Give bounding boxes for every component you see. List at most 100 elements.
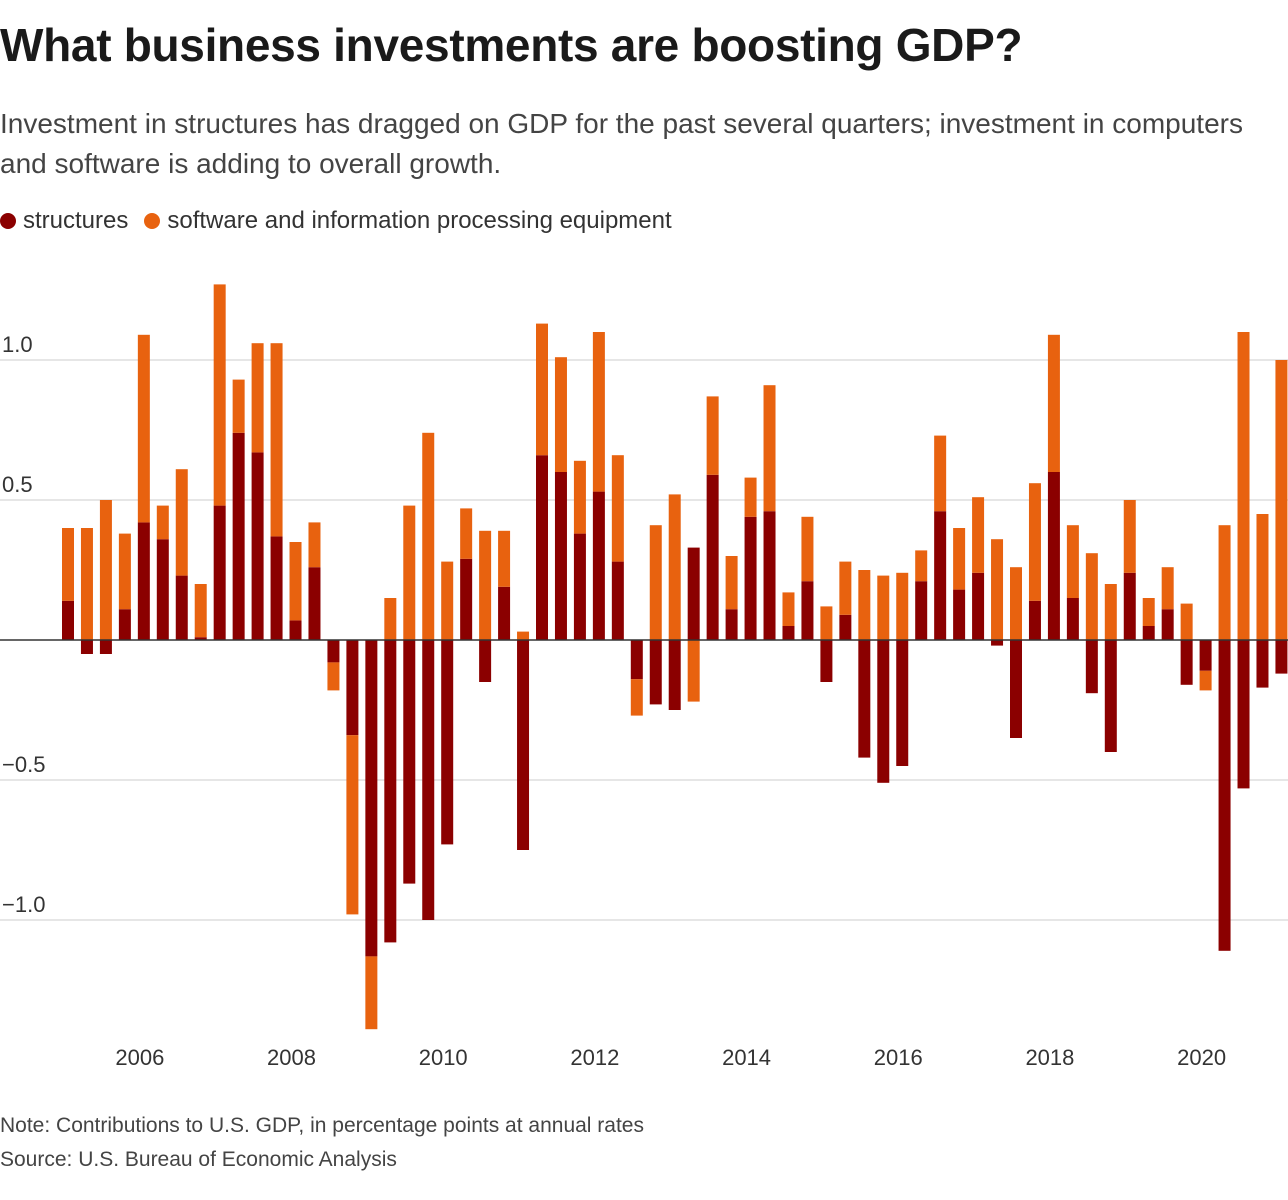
- bar-software: [194, 584, 207, 638]
- bar-software: [536, 323, 548, 456]
- bar-structures: [232, 432, 245, 640]
- bar-software: [213, 284, 226, 506]
- bar-software: [953, 528, 966, 590]
- bar-software: [858, 570, 871, 640]
- bar-software: [403, 505, 416, 640]
- bar-software: [460, 508, 473, 559]
- x-tick-label: 2012: [570, 1045, 619, 1070]
- bar-software: [270, 343, 283, 537]
- bar-structures: [327, 640, 340, 663]
- bar-structures: [270, 536, 283, 640]
- bar-structures: [820, 640, 833, 682]
- chart-note: Note: Contributions to U.S. GDP, in perc…: [0, 1114, 644, 1137]
- bar-structures: [1237, 640, 1250, 789]
- bar-structures: [630, 640, 643, 680]
- bar-structures: [498, 586, 511, 640]
- bar-software: [573, 460, 586, 534]
- bar-structures: [156, 539, 169, 640]
- legend-item-software: software and information processing equi…: [144, 207, 672, 235]
- bar-software: [137, 334, 150, 523]
- bar-structures: [1199, 640, 1212, 671]
- bar-software: [915, 550, 928, 582]
- bar-structures: [118, 609, 131, 640]
- x-tick-label: 2010: [419, 1045, 468, 1070]
- bar-structures: [137, 522, 150, 640]
- bar-structures: [1047, 472, 1060, 640]
- bar-software: [365, 956, 378, 1030]
- bar-software: [763, 385, 776, 512]
- bar-software: [1218, 525, 1231, 640]
- bar-software: [289, 542, 302, 621]
- x-tick-label: 2008: [267, 1045, 316, 1070]
- bar-software: [384, 598, 397, 640]
- x-tick-label: 2020: [1177, 1045, 1226, 1070]
- bar-structures: [839, 614, 852, 640]
- bar-software: [308, 522, 321, 568]
- bar-structures: [308, 567, 321, 640]
- bar-structures: [1085, 640, 1098, 694]
- axes: 1.0 0.5 −0.5 −1.0 2006 2008 2010 2012 2014 2016 20…: [0, 332, 1288, 1070]
- bar-structures: [1028, 600, 1041, 640]
- bar-software: [687, 640, 700, 702]
- bar-software: [649, 525, 662, 640]
- y-tick-label: 0.5: [2, 472, 33, 497]
- bar-structures: [403, 640, 416, 884]
- bar-structures: [289, 620, 302, 640]
- bar-structures: [422, 640, 435, 920]
- bar-software: [782, 592, 795, 626]
- bar-structures: [460, 558, 473, 640]
- bar-software: [611, 455, 624, 562]
- bar-software: [251, 343, 264, 453]
- bar-structures: [554, 472, 567, 640]
- bar-structures: [1010, 640, 1022, 738]
- bar-structures: [441, 640, 454, 845]
- bar-software: [517, 631, 530, 640]
- bar-software: [346, 735, 359, 915]
- bar-software: [1142, 598, 1155, 626]
- bar-structures: [1275, 640, 1288, 674]
- bar-software: [1275, 360, 1288, 640]
- bar-structures: [346, 640, 359, 736]
- bar-structures: [611, 561, 624, 640]
- legend: structures software and information proc…: [0, 204, 688, 238]
- bar-software: [896, 572, 909, 640]
- bar-software: [156, 505, 169, 540]
- bar-structures: [1066, 598, 1079, 640]
- bar-software: [118, 533, 131, 610]
- bar-chart: 1.0 0.5 −0.5 −1.0 2006 2008 2010 2012 2014 2016 20…: [0, 284, 1288, 1070]
- bar-structures: [80, 640, 93, 654]
- bar-software: [972, 497, 985, 573]
- bar-software: [668, 494, 681, 640]
- bar-software: [877, 575, 890, 640]
- x-tick-label: 2014: [722, 1045, 771, 1070]
- bar-software: [630, 679, 643, 716]
- bar-software: [1010, 567, 1022, 640]
- bar-software: [1123, 500, 1136, 573]
- bar-software: [592, 332, 605, 492]
- y-tick-label: −0.5: [2, 752, 45, 777]
- chart-subtitle: Investment in structures has dragged on …: [0, 108, 1243, 179]
- bars: [62, 284, 1288, 1030]
- bar-structures: [896, 640, 909, 766]
- bar-structures: [744, 516, 757, 640]
- bar-software: [1047, 334, 1060, 472]
- bar-structures: [1218, 640, 1231, 951]
- bar-structures: [801, 581, 814, 640]
- bar-software: [327, 662, 340, 691]
- chart-source: Source: U.S. Bureau of Economic Analysis: [0, 1148, 397, 1171]
- bar-software: [801, 516, 814, 582]
- x-tick-label: 2016: [874, 1045, 923, 1070]
- bar-software: [1161, 567, 1174, 610]
- legend-dot-structures: [0, 213, 16, 229]
- bar-software: [232, 379, 245, 433]
- bar-structures: [877, 640, 890, 783]
- bar-structures: [194, 637, 207, 640]
- bar-software: [422, 432, 435, 640]
- bar-software: [479, 530, 492, 640]
- bar-structures: [953, 589, 966, 640]
- y-tick-label: −1.0: [2, 892, 45, 917]
- bar-structures: [991, 640, 1004, 646]
- bar-structures: [725, 609, 738, 640]
- chart-title: What business investments are boosting G…: [0, 19, 1023, 71]
- bar-structures: [573, 533, 586, 640]
